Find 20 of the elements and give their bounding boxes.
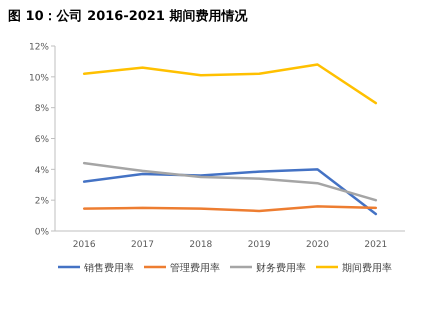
y-tick-label: 4% [34,166,50,176]
x-tick-label: 2017 [131,240,154,250]
x-tick-label: 2018 [189,240,213,250]
y-tick-label: 2% [34,196,50,207]
legend-label: 期间费用率 [342,262,392,274]
y-tick-label: 6% [34,135,50,145]
y-tick-label: 12% [28,42,50,52]
legend-label: 销售费用率 [83,262,134,274]
y-tick-label: 8% [34,104,50,114]
y-tick-label: 10% [28,73,50,84]
legend-label: 管理费用率 [170,262,220,274]
x-tick-label: 2016 [72,240,96,250]
line-series [82,63,378,104]
chart-title: 图 10：公司 2016-2021 期间费用情况 [8,9,248,24]
x-tick-label: 2019 [248,240,271,250]
legend-label: 财务费用率 [256,262,306,274]
line-series [82,162,378,202]
y-tick-label: 0% [34,228,50,238]
x-tick-label: 2020 [306,240,330,250]
x-tick-label: 2021 [364,240,388,250]
